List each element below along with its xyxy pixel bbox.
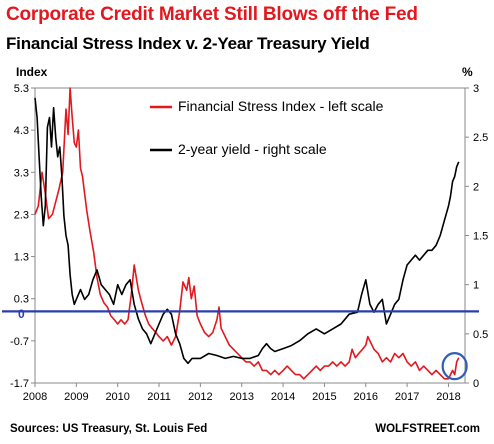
- series-line-2-year-yield: [34, 97, 460, 365]
- left-tick-label: 5.3: [14, 83, 29, 95]
- right-tick-label: 0: [473, 378, 479, 390]
- right-tick-label: 3: [473, 83, 479, 95]
- x-tick-label: 2018: [436, 391, 460, 403]
- brand-mark: WOLFSTREET.com: [375, 423, 480, 435]
- x-tick-label: 2013: [229, 391, 253, 403]
- left-tick-label: 4.3: [14, 125, 29, 137]
- source-note: Sources: US Treasury, St. Louis Fed: [10, 423, 208, 435]
- chart-subtitle: Financial Stress Index v. 2-Year Treasur…: [6, 34, 370, 53]
- legend-entry-fsi: Financial Stress Index - left scale: [178, 98, 384, 114]
- left-tick-label: -0.7: [10, 336, 29, 348]
- x-tick-label: 2015: [312, 391, 336, 403]
- right-tick-label: 2: [473, 181, 479, 193]
- series-line-financial-stress-index: [34, 87, 460, 380]
- zero-line-label: 0: [18, 307, 25, 321]
- right-axis-unit-label: %: [462, 65, 473, 79]
- right-tick-label: 1: [473, 280, 479, 292]
- highlight-circle: [441, 352, 468, 381]
- right-tick-label: 0.5: [473, 329, 488, 341]
- left-tick-label: 2.3: [14, 209, 29, 221]
- left-tick-label: 1.3: [14, 252, 29, 264]
- plot-area: [34, 87, 466, 384]
- x-tick-label: 2010: [105, 391, 129, 403]
- right-tick-label: 1.5: [473, 231, 488, 243]
- page-title: Corporate Credit Market Still Blows off …: [6, 4, 418, 25]
- left-tick-label: 3.3: [14, 167, 29, 179]
- x-tick-label: 2016: [354, 391, 378, 403]
- x-tick-label: 2009: [64, 391, 88, 403]
- left-axis-unit-label: Index: [16, 65, 48, 79]
- x-tick-label: 2011: [147, 391, 171, 403]
- x-tick-label: 2012: [188, 391, 212, 403]
- x-tick-label: 2008: [23, 391, 47, 403]
- legend-entry-yield: 2-year yield - right scale: [178, 141, 327, 157]
- x-tick-label: 2017: [395, 391, 419, 403]
- x-tick-label: 2014: [271, 391, 295, 403]
- right-tick-label: 2.5: [473, 132, 488, 144]
- left-tick-label: 0.3: [14, 294, 29, 306]
- left-tick-label: -1.7: [10, 378, 29, 390]
